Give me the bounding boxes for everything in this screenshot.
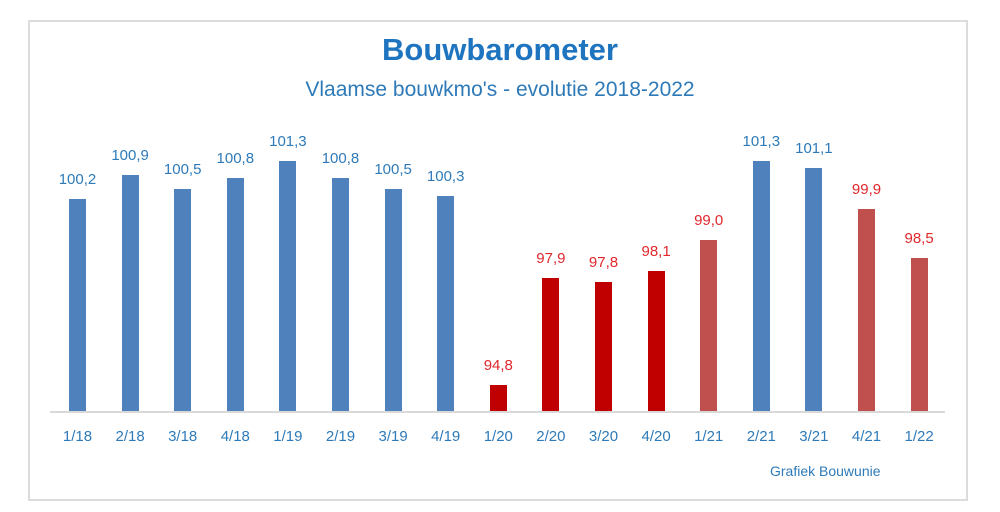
data-label: 97,9 xyxy=(536,250,566,268)
bar xyxy=(226,178,244,411)
data-label: 100,8 xyxy=(216,150,255,168)
bar xyxy=(858,209,875,411)
bar xyxy=(332,178,349,411)
x-tick-label: 1/21 xyxy=(694,428,724,445)
x-tick-label: 1/19 xyxy=(273,428,303,445)
bar xyxy=(595,281,612,411)
data-label: 100,9 xyxy=(111,146,149,164)
data-label: 100,2 xyxy=(58,171,97,189)
x-tick-label: 2/21 xyxy=(746,428,776,445)
data-label: 101,3 xyxy=(269,133,307,151)
bar xyxy=(647,271,665,411)
x-tick-label: 1/18 xyxy=(62,428,93,445)
x-tick-label: 1/22 xyxy=(904,428,934,445)
bar xyxy=(121,174,139,411)
bar xyxy=(910,257,928,411)
data-label: 101,1 xyxy=(795,140,833,158)
x-tick-label: 3/19 xyxy=(378,428,408,445)
data-label: 100,5 xyxy=(163,160,202,178)
chart-title: Bouwbarometer xyxy=(382,32,618,67)
bar xyxy=(384,188,402,411)
data-label: 99,0 xyxy=(694,212,724,230)
x-axis-line xyxy=(50,411,945,413)
x-tick-label: 4/20 xyxy=(641,428,671,445)
data-label: 100,5 xyxy=(374,160,412,178)
x-tick-label: 4/21 xyxy=(851,428,882,445)
x-tick-label: 2/20 xyxy=(536,428,566,445)
bar xyxy=(69,199,86,411)
x-tick-label: 3/21 xyxy=(799,428,829,445)
source-note: Grafiek Bouwunie xyxy=(770,463,881,479)
bar xyxy=(437,195,455,411)
x-tick-label: 3/20 xyxy=(588,428,619,445)
x-tick-label: 1/20 xyxy=(483,428,513,445)
chart-subtitle: Vlaamse bouwkmo's - evolutie 2018-2022 xyxy=(305,78,695,101)
data-label: 99,9 xyxy=(851,181,882,199)
bar xyxy=(805,168,823,411)
data-label: 98,1 xyxy=(641,243,671,261)
x-tick-label: 4/19 xyxy=(431,428,461,445)
data-label: 94,8 xyxy=(483,357,513,375)
data-label: 101,3 xyxy=(742,133,781,151)
data-label: 100,8 xyxy=(321,150,360,168)
data-label: 98,5 xyxy=(904,229,934,247)
bar xyxy=(700,240,718,411)
bar xyxy=(542,278,560,411)
bar xyxy=(279,161,297,411)
x-tick-label: 2/18 xyxy=(115,428,145,445)
bar xyxy=(174,188,192,411)
data-label: 97,8 xyxy=(588,253,619,271)
bar xyxy=(752,161,770,411)
bar xyxy=(489,385,507,411)
x-tick-label: 2/19 xyxy=(325,428,356,445)
x-tick-label: 3/18 xyxy=(168,428,198,445)
x-tick-label: 4/18 xyxy=(220,428,250,445)
data-label: 100,3 xyxy=(426,167,465,185)
